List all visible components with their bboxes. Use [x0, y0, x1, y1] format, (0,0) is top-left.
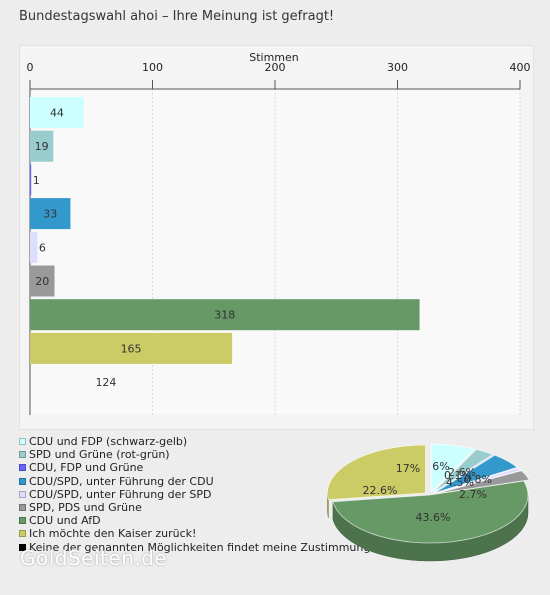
- bar-value-label: 6: [39, 241, 46, 254]
- pie-percent-label: 2.6%: [448, 466, 476, 479]
- legend-swatch: [19, 451, 26, 459]
- legend: CDU und FDP (schwarz-gelb) SPD und Grüne …: [19, 435, 379, 554]
- bar: [30, 231, 38, 263]
- pie-percent-label: 17%: [396, 462, 420, 475]
- pie-percent-label: 0.8%: [464, 473, 492, 486]
- legend-item: CDU, FDP und Grüne: [19, 461, 379, 474]
- pie-percent-label: 6%: [432, 460, 449, 473]
- legend-label: CDU/SPD, unter Führung der CDU: [29, 474, 214, 488]
- bar: [30, 332, 233, 364]
- legend-item: Keine der genannten Möglichkeiten findet…: [19, 541, 379, 554]
- bar: [30, 97, 84, 128]
- bar-value-label: 318: [214, 309, 235, 322]
- legend-item: CDU und AfD: [19, 514, 379, 527]
- pie-slice: [432, 448, 494, 493]
- bar-chart: 0 100 200 300 400 Stimmen 44 19 1 33 6 20 318 165 124: [27, 51, 531, 415]
- legend-label: SPD und Grüne (rot-grün): [29, 448, 170, 462]
- legend-item: CDU/SPD, unter Führung der CDU: [19, 475, 379, 488]
- pie-slice: [434, 454, 519, 494]
- legend-item: CDU und FDP (schwarz-gelb): [19, 435, 379, 448]
- pie-slice: [430, 443, 476, 494]
- page-title: Bundestagswahl ahoi – Ihre Meinung ist g…: [19, 9, 335, 24]
- legend-label: CDU, FDP und Grüne: [29, 461, 144, 475]
- pie-percent-label: 0.1%: [444, 469, 472, 482]
- tick-label: 300: [387, 61, 408, 74]
- tick-label: 100: [142, 61, 163, 74]
- bar: [30, 198, 71, 230]
- legend-swatch: [19, 490, 26, 498]
- pie-slice: [433, 454, 495, 493]
- bar-value-label: 19: [35, 140, 49, 153]
- x-axis-label: Stimmen: [249, 51, 299, 64]
- legend-swatch: [19, 517, 26, 525]
- legend-swatch: [19, 530, 26, 538]
- pie-percent-label: 2.7%: [459, 488, 487, 501]
- bar-value-label: 124: [95, 376, 116, 389]
- bar-value-label: 165: [121, 342, 142, 355]
- legend-label: CDU/SPD, unter Führung der SPD: [29, 487, 212, 501]
- watermark: GoldSeiten.de: [20, 546, 168, 570]
- bar: [30, 299, 420, 331]
- legend-label: SPD, PDS und Grüne: [29, 501, 142, 515]
- bar-value-label: 33: [43, 208, 57, 221]
- tick-label: 200: [265, 61, 286, 74]
- bar: [30, 164, 32, 196]
- pie-slice: [435, 470, 530, 495]
- legend-item: SPD und Grüne (rot-grün): [19, 448, 379, 461]
- legend-item: CDU/SPD, unter Führung der SPD: [19, 488, 379, 501]
- pie-percent-label: 4.5%: [446, 476, 474, 489]
- legend-label: CDU und FDP (schwarz-gelb): [29, 435, 188, 449]
- legend-swatch: [19, 543, 26, 551]
- tick-label: 0: [27, 61, 34, 74]
- legend-label: Ich möchte den Kaiser zurück!: [29, 527, 197, 541]
- legend-item: SPD, PDS und Grüne: [19, 501, 379, 514]
- tick-label: 400: [510, 61, 531, 74]
- legend-swatch: [19, 504, 26, 512]
- legend-label: Keine der genannten Möglichkeiten findet…: [29, 540, 371, 554]
- legend-swatch: [19, 438, 26, 446]
- bar-value-label: 20: [35, 275, 49, 288]
- pie-slice: [435, 467, 522, 494]
- bar-value-label: 1: [33, 174, 40, 187]
- pie-percent-label: 43.6%: [416, 511, 451, 524]
- legend-swatch: [19, 464, 26, 472]
- legend-label: CDU und AfD: [29, 514, 101, 528]
- legend-swatch: [19, 477, 26, 485]
- bar-value-label: 44: [50, 107, 64, 120]
- bar: [30, 130, 54, 162]
- bar: [30, 265, 55, 297]
- legend-item: Ich möchte den Kaiser zurück!: [19, 527, 379, 540]
